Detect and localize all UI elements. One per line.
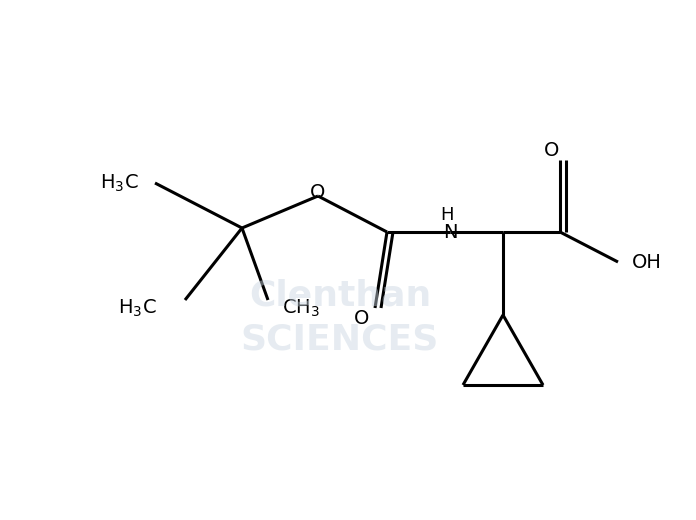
Text: SCIENCES: SCIENCES [241,323,439,357]
Text: CH$_3$: CH$_3$ [282,297,320,319]
Text: O: O [354,308,370,328]
Text: N: N [443,224,457,242]
Text: Clenthan: Clenthan [249,278,431,312]
Text: H$_3$C: H$_3$C [100,172,139,193]
Text: H$_3$C: H$_3$C [118,297,157,319]
Text: OH: OH [632,253,662,271]
Text: H: H [441,206,454,224]
Text: O: O [544,140,560,160]
Text: O: O [310,183,326,201]
